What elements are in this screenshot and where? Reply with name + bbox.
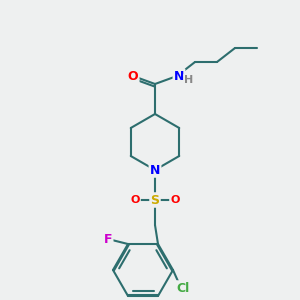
Text: F: F [104, 232, 112, 245]
Text: N: N [174, 70, 184, 83]
Text: O: O [170, 195, 180, 205]
Text: H: H [184, 75, 194, 85]
Text: N: N [150, 164, 160, 176]
Text: Cl: Cl [176, 281, 190, 295]
Text: O: O [128, 70, 138, 83]
Text: S: S [151, 194, 160, 206]
Text: O: O [130, 195, 140, 205]
